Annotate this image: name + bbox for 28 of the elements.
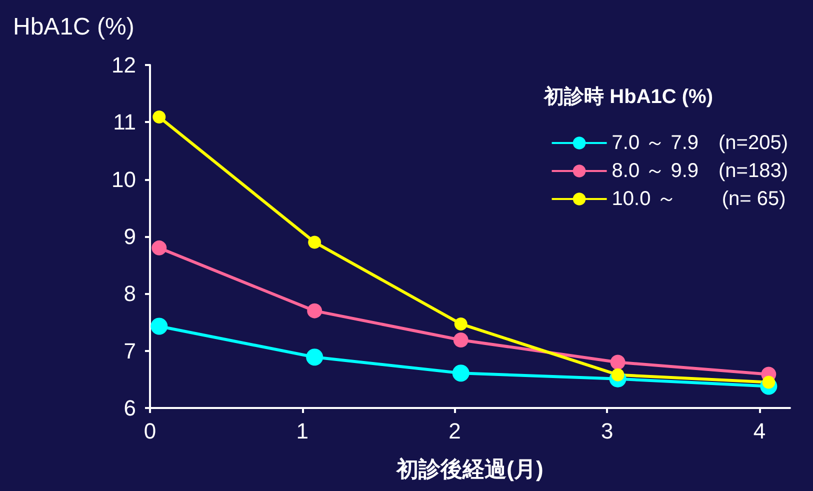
y-tick-label: 10: [112, 166, 136, 192]
legend-label: 8.0 ～ 9.9 (n=183): [612, 160, 788, 182]
x-axis-title: 初診後経過(月): [396, 456, 544, 482]
x-tick-label: 0: [144, 418, 156, 444]
point: [150, 318, 168, 335]
y-tick-label: 9: [124, 224, 136, 249]
x-tick-label: 3: [601, 418, 614, 444]
x-tick-label: 2: [448, 418, 461, 444]
legend-label: 10.0 ～ (n= 65): [612, 188, 786, 210]
point: [308, 236, 322, 249]
y-axis-title: HbA1C (%): [13, 14, 134, 40]
legend-title: 初診時 HbA1C (%): [543, 85, 714, 108]
point: [454, 317, 468, 330]
y-tick-label: 7: [124, 338, 136, 364]
point: [452, 364, 470, 382]
y-tick-label: 8: [124, 281, 136, 306]
point: [453, 332, 468, 348]
y-tick-label: 11: [113, 110, 136, 135]
point: [610, 354, 626, 370]
point: [307, 303, 322, 318]
point: [152, 240, 167, 256]
x-tick-label: 4: [753, 418, 766, 444]
y-tick-label: 6: [124, 396, 136, 420]
point: [152, 110, 166, 124]
y-tick-label: 12: [112, 52, 136, 78]
legend-label: 7.0 ～ 7.9 (n=205): [612, 132, 788, 154]
x-tick-label: 1: [296, 418, 309, 444]
point: [306, 348, 324, 366]
